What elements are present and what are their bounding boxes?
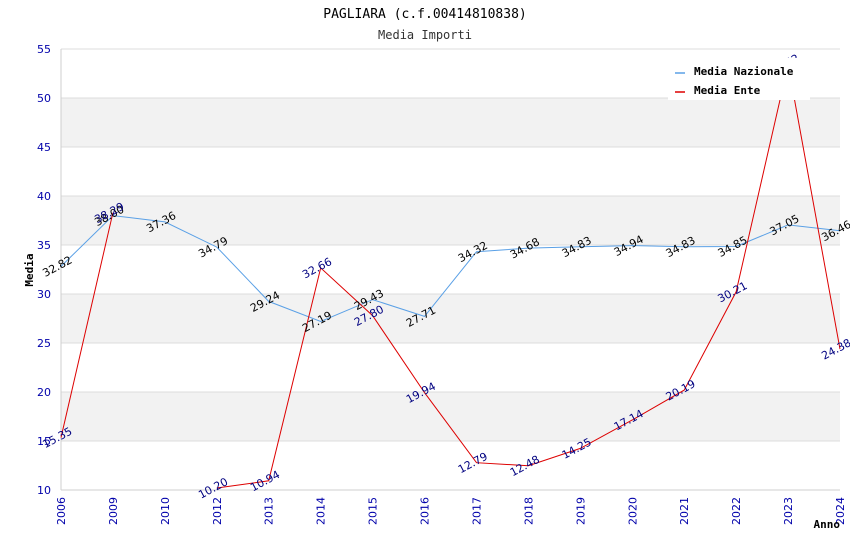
y-tick-label: 40 — [37, 190, 51, 203]
x-tick-label: 2016 — [419, 497, 432, 525]
grid-band — [61, 392, 840, 441]
x-tick-label: 2019 — [574, 497, 587, 525]
series-line-1 — [60, 212, 114, 438]
legend-label-media-ente: Media Ente — [694, 84, 761, 97]
y-tick-label: 45 — [37, 141, 51, 154]
x-tick-label: 2006 — [55, 497, 68, 525]
legend-label-media-nazionale: Media Nazionale — [694, 65, 794, 78]
grid-band — [61, 98, 840, 147]
y-tick-label: 35 — [37, 239, 51, 252]
x-tick-label: 2014 — [315, 497, 328, 525]
x-tick-label: 2017 — [470, 497, 483, 525]
series-lines — [60, 64, 841, 489]
chart-subtitle: Media Importi — [378, 28, 472, 42]
y-axis-ticks: 10 15 20 25 30 35 40 45 50 55 — [37, 43, 51, 497]
plot-grid — [60, 48, 840, 491]
y-tick-label: 20 — [37, 386, 51, 399]
x-tick-label: 2009 — [107, 497, 120, 525]
x-tick-label: 2018 — [522, 497, 535, 525]
x-tick-label: 2020 — [626, 497, 639, 525]
data-label: 32.66 — [300, 255, 334, 281]
x-axis-ticks: 2006 2009 2010 2012 2013 2014 2015 2016 2017 2018… — [55, 497, 847, 525]
y-tick-label: 15 — [37, 435, 51, 448]
data-label: 15.35 — [40, 425, 74, 451]
grid-band — [61, 196, 840, 245]
y-tick-label: 30 — [37, 288, 51, 301]
x-tick-label: 2015 — [367, 497, 380, 525]
x-tick-label: 2023 — [782, 497, 795, 525]
series-line-0 — [60, 215, 841, 323]
series-line-1 — [216, 64, 841, 489]
y-tick-label: 55 — [37, 43, 51, 56]
x-tick-label: 2024 — [834, 497, 847, 525]
grid-band — [61, 294, 840, 343]
x-tick-label: 2012 — [211, 497, 224, 525]
data-label: 12.48 — [508, 453, 542, 479]
x-tick-label: 2021 — [678, 497, 691, 525]
data-label: 32.82 — [40, 254, 74, 280]
chart-title: PAGLIARA (c.f.00414810838) — [323, 7, 527, 22]
data-label: 12.79 — [456, 450, 490, 476]
x-tick-label: 2010 — [159, 497, 172, 525]
x-tick-label: 2022 — [730, 497, 743, 525]
y-tick-label: 50 — [37, 92, 51, 105]
y-tick-label: 10 — [37, 484, 51, 497]
y-tick-label: 25 — [37, 337, 51, 350]
x-tick-label: 2013 — [263, 497, 276, 525]
y-axis-title: Media — [23, 253, 36, 286]
legend: Media Nazionale Media Ente — [668, 58, 810, 100]
legend-background — [668, 58, 810, 100]
x-axis-title: Anno — [814, 518, 841, 531]
